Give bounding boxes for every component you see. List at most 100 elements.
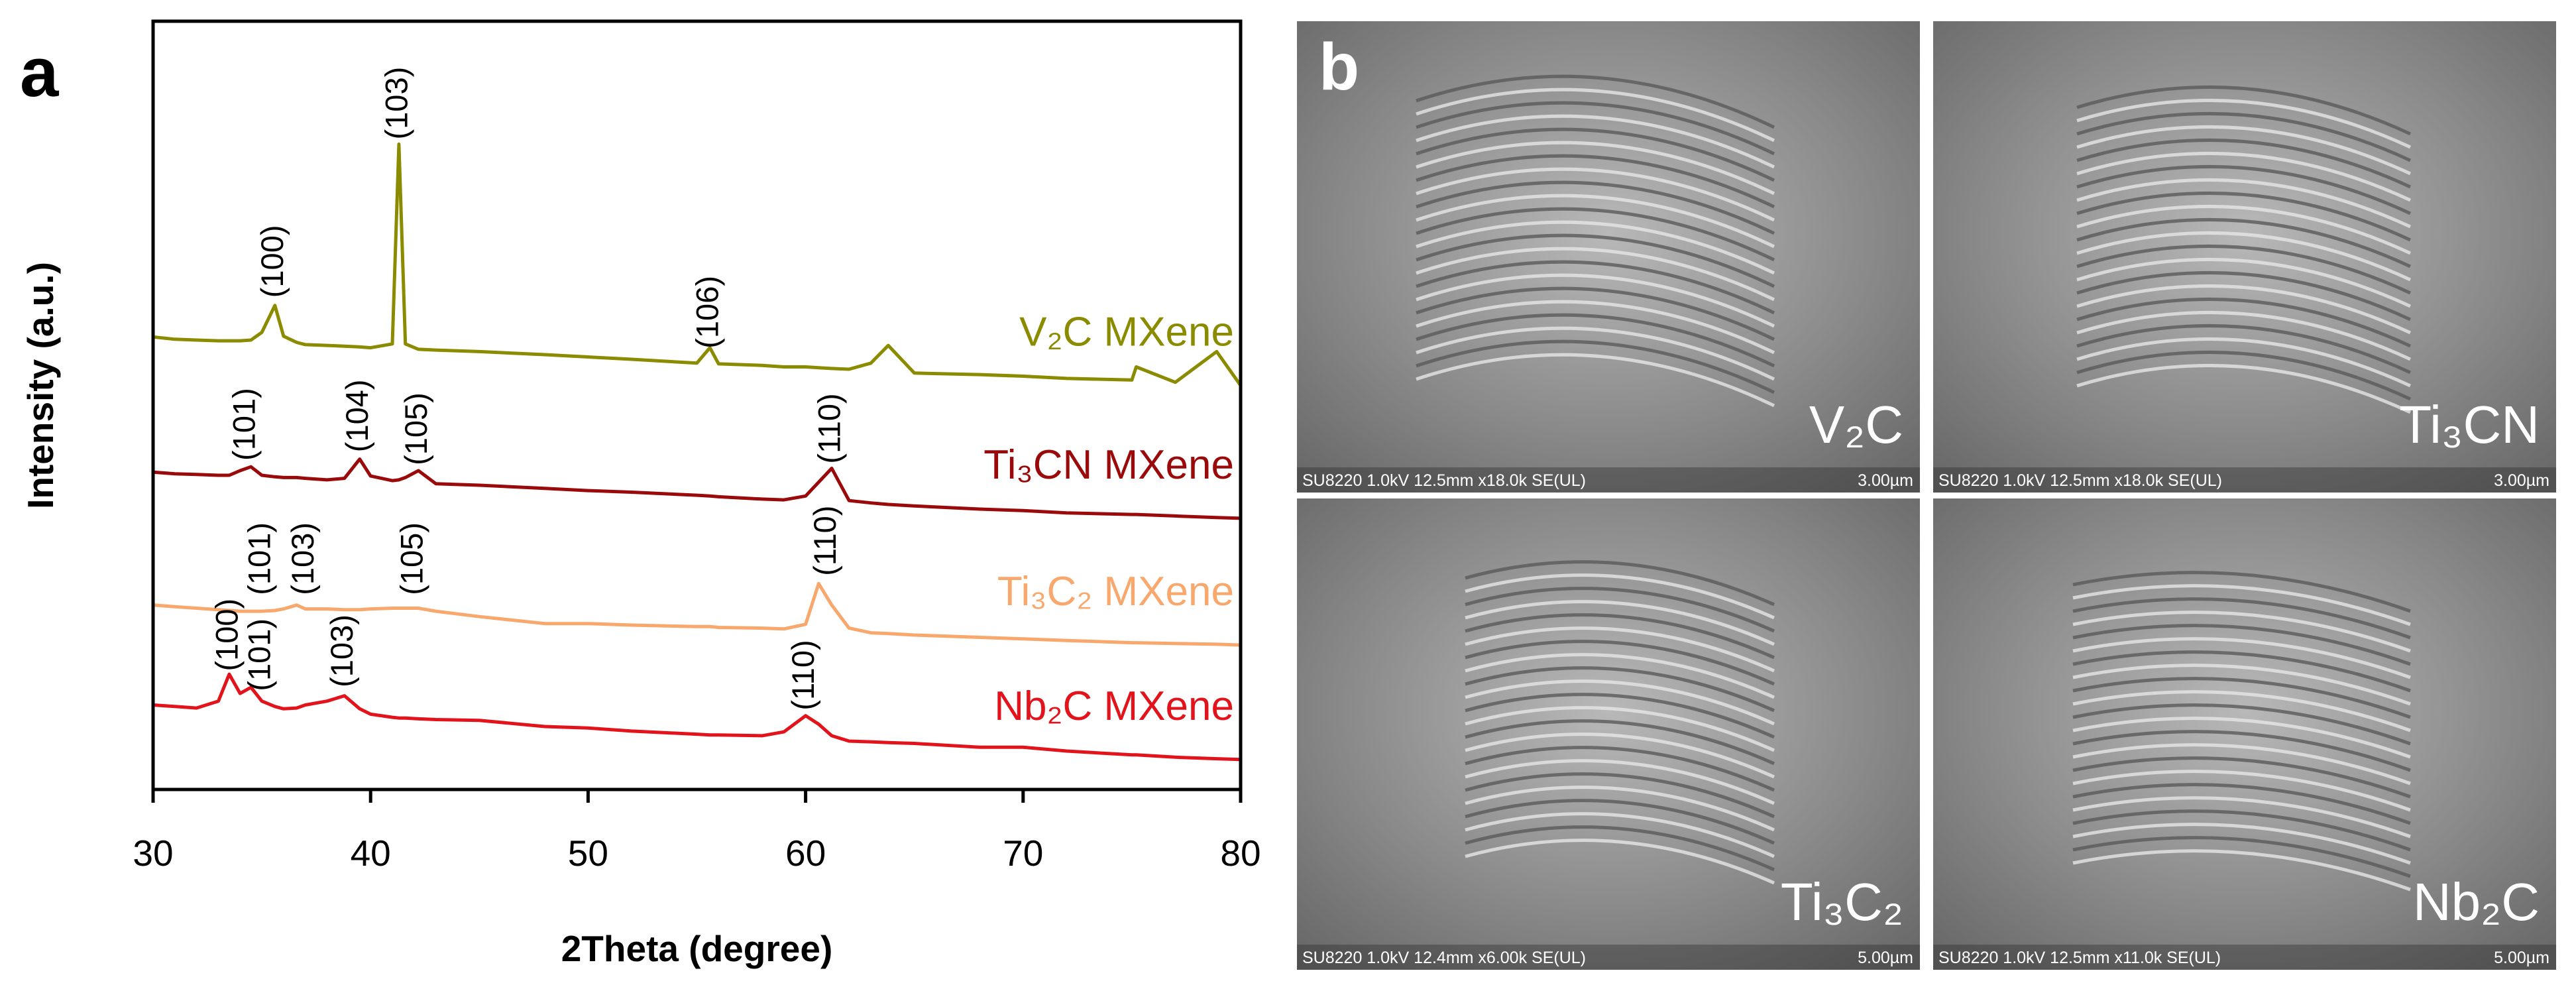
sem-layer [2076, 138, 2412, 189]
series-line [152, 672, 1241, 762]
sem-layer [1465, 560, 1775, 607]
sem-layer [1416, 127, 1775, 182]
sem-layer [2072, 836, 2411, 878]
sem-layer [2076, 323, 2412, 375]
sem-layer [2072, 756, 2411, 799]
sem-layer [2076, 284, 2412, 335]
sem-layer [1465, 653, 1775, 699]
peak-annotation: (104) [339, 379, 374, 452]
sem-layer [2072, 849, 2411, 892]
sem-layer [2072, 823, 2411, 865]
sem-layer [1416, 167, 1775, 222]
sem-info-bar [1297, 945, 1920, 970]
x-tick-label: 50 [568, 833, 608, 874]
sem-layer [2072, 717, 2411, 759]
sem-layer [2076, 363, 2412, 414]
sem-layer [1416, 207, 1775, 262]
sem-layer [1416, 286, 1775, 341]
sem-background [1933, 21, 2556, 493]
sem-info: SU8220 1.0kV 12.5mm x18.0k SE(UL) [1302, 471, 1586, 490]
sem-layer [1465, 666, 1775, 713]
sem-scale: 5.00µm [2494, 949, 2549, 967]
sem-scale: 3.00µm [2494, 471, 2549, 490]
sem-layer [2076, 191, 2412, 242]
sem-layer [2072, 809, 2411, 852]
sem-layer [1416, 339, 1775, 394]
sem-layer [1416, 353, 1775, 408]
sem-layer [2072, 571, 2411, 613]
sem-layer [2076, 297, 2412, 348]
peak-annotation: (110) [785, 640, 820, 710]
sem-layer [2072, 637, 2411, 679]
sem-layer [2072, 743, 2411, 786]
sem-layer [2076, 310, 2412, 361]
sem-layer [2072, 650, 2411, 693]
sem-layer [1416, 220, 1775, 275]
sem-layer [2076, 151, 2412, 202]
peak-annotation: (100) [209, 599, 244, 671]
x-tick-label: 30 [133, 833, 173, 874]
x-tick-label: 80 [1220, 833, 1260, 874]
peak-annotation: (110) [807, 506, 842, 576]
sem-image: SU8220 1.0kV 12.5mm x18.0k SE(UL) 3.00µm V… [1297, 21, 1920, 493]
sem-layer [2076, 85, 2412, 136]
sem-info-bar [1297, 467, 1920, 493]
sem-layer [1416, 300, 1775, 355]
sem-layer [1465, 772, 1775, 819]
sem-layer [1416, 141, 1775, 196]
sem-layer [1465, 786, 1775, 832]
sem-layer [1416, 260, 1775, 315]
series-label: Ti₃CN MXene [983, 442, 1234, 488]
sem-layer [1465, 613, 1775, 660]
sem-layer [2072, 597, 2411, 640]
sem-background [1297, 21, 1920, 493]
sem-layer [2072, 624, 2411, 666]
sem-layer [2072, 611, 2411, 653]
sem-layer [1465, 600, 1775, 646]
peak-annotation: (101) [242, 522, 277, 595]
sem-layer [2076, 98, 2412, 149]
sem-layer [2076, 350, 2412, 401]
sem-layer [2076, 164, 2412, 215]
y-axis-title: Intensity (a.u.) [20, 262, 61, 509]
panel-label: a [20, 34, 60, 111]
series-label: Nb₂C MXene [994, 683, 1234, 729]
sem-info: SU8220 1.0kV 12.4mm x6.00k SE(UL) [1302, 949, 1586, 967]
sem-layer [1416, 326, 1775, 381]
plot-frame [151, 19, 1243, 791]
sem-layer [1465, 587, 1775, 633]
sem-layer [1465, 693, 1775, 739]
sem-layer [1416, 313, 1775, 368]
sem-layer [1416, 154, 1775, 209]
sem-layer [1416, 247, 1775, 302]
sem-layer [1465, 706, 1775, 752]
x-tick-label: 60 [785, 833, 826, 874]
sem-image: SU8220 1.0kV 12.5mm x11.0k SE(UL) 5.00µm N… [1933, 498, 2556, 970]
sem-layer [1465, 759, 1775, 805]
sem-layer [1416, 101, 1775, 156]
sem-label: Ti₃C₂ [1781, 872, 1903, 931]
series-line [152, 581, 1241, 647]
sem-layer [2072, 783, 2411, 825]
peak-annotation: (103) [378, 67, 414, 140]
sem-layer [2072, 703, 2411, 746]
sem-layer [2076, 244, 2412, 295]
sem-layer [1465, 825, 1775, 872]
peak-annotation: (106) [690, 276, 725, 349]
peak-annotation: (110) [811, 393, 846, 463]
sem-layer [1465, 812, 1775, 858]
sem-layer [2072, 677, 2411, 719]
sem-image: SU8220 1.0kV 12.4mm x6.00k SE(UL) 5.00µm T… [1297, 498, 1920, 970]
sem-layer [1416, 114, 1775, 169]
series-line [152, 142, 1243, 386]
sem-layer [2076, 337, 2412, 388]
sem-layer [2072, 690, 2411, 732]
sem-layer [1465, 839, 1775, 885]
sem-layer [2076, 231, 2412, 282]
sem-layer [2076, 204, 2412, 255]
sem-info-bar [1933, 467, 2556, 493]
peak-annotation: (105) [398, 392, 433, 465]
peak-annotation: (100) [254, 225, 290, 298]
sem-layer [2076, 178, 2412, 229]
sem-layer [2072, 730, 2411, 772]
